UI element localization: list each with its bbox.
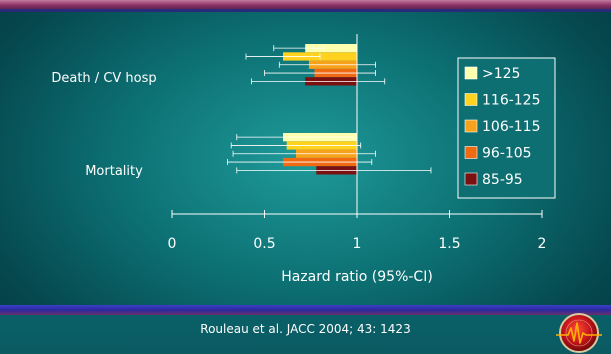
x-tick-label: 0 (168, 236, 177, 252)
category-label: Mortality (85, 164, 143, 179)
legend-swatch (464, 172, 478, 186)
bar (305, 44, 357, 53)
bottom-banner (0, 305, 611, 315)
footer-area (0, 315, 611, 354)
cardiology-heart-seal-icon (556, 313, 602, 353)
x-axis-label: Hazard ratio (95%-CI) (281, 269, 433, 285)
legend-swatch (464, 119, 478, 133)
category-label: Death / CV hosp (51, 71, 156, 86)
category-labels: Death / CV hosp Mortality (51, 71, 156, 179)
x-tick-label: 0.5 (253, 236, 275, 252)
legend-label: 116-125 (482, 93, 541, 109)
bars-group (283, 44, 357, 175)
citation: Rouleau et al. JACC 2004; 43: 1423 (200, 322, 411, 336)
legend-label: 85-95 (482, 172, 523, 188)
ci-group (227, 45, 432, 174)
hazard-ratio-chart: Death / CV hosp Mortality 0 0.5 1 1.5 2 Haza… (51, 44, 556, 285)
legend-label: >125 (482, 66, 520, 82)
legend-label: 96-105 (482, 146, 532, 162)
legend-label: 106-115 (482, 119, 541, 135)
x-tick-label: 2 (538, 236, 547, 252)
legend-swatch (464, 66, 478, 80)
top-banner (0, 0, 611, 12)
x-axis: 0 0.5 1 1.5 2 (168, 210, 547, 252)
legend: >125 116-125 106-115 96-105 85-95 (457, 57, 556, 199)
legend-swatch (464, 146, 478, 159)
x-tick-label: 1.5 (438, 236, 460, 252)
legend-swatch (464, 93, 478, 106)
x-tick-label: 1 (353, 236, 362, 252)
